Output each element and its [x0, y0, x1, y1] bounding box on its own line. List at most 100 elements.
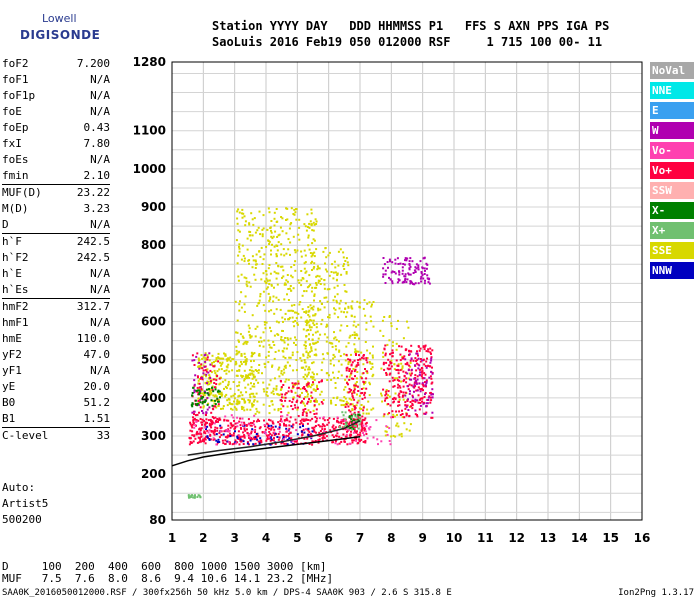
data-point [432, 393, 434, 396]
data-point [310, 347, 313, 350]
data-point [357, 363, 360, 366]
data-point [254, 442, 257, 445]
data-point [217, 389, 220, 392]
data-point [410, 384, 413, 387]
data-point [237, 400, 240, 403]
data-point [352, 439, 355, 442]
x-tick-label: 14 [571, 531, 588, 545]
data-point [283, 419, 286, 422]
data-point [193, 359, 196, 362]
data-point [414, 364, 416, 367]
data-point [284, 399, 287, 402]
data-point [342, 420, 345, 423]
data-point [191, 411, 194, 414]
data-point [388, 339, 391, 342]
data-point [217, 405, 220, 407]
data-point [350, 389, 353, 392]
data-point [416, 358, 419, 361]
data-point [274, 425, 277, 428]
data-point [251, 377, 254, 380]
data-point [411, 407, 414, 410]
data-point [357, 413, 360, 416]
data-point [277, 438, 280, 441]
data-point [193, 389, 196, 392]
data-point [391, 344, 394, 347]
data-point [333, 376, 336, 379]
data-point [282, 330, 284, 332]
data-point [426, 263, 429, 266]
data-point [309, 343, 312, 346]
data-point [407, 377, 410, 380]
data-point [264, 432, 267, 435]
data-point [405, 405, 408, 408]
data-point [204, 360, 207, 363]
data-point [306, 390, 309, 393]
data-point [350, 370, 353, 373]
data-point [417, 401, 420, 404]
data-point [268, 436, 271, 439]
data-point [251, 438, 254, 441]
param-row: h`F 242.5 [2, 233, 110, 250]
data-point [217, 420, 219, 423]
data-point [244, 356, 247, 359]
data-point [340, 404, 343, 407]
data-point [382, 351, 384, 354]
data-point [244, 224, 247, 227]
data-point [392, 351, 394, 354]
data-point [310, 307, 313, 310]
data-point [208, 429, 211, 432]
data-point [408, 267, 411, 270]
data-point [199, 439, 202, 442]
data-point [356, 371, 359, 373]
data-point [420, 371, 423, 374]
data-point [427, 350, 430, 353]
data-point [202, 369, 205, 372]
data-point [428, 282, 431, 285]
data-point [412, 272, 415, 274]
data-point [298, 303, 301, 306]
data-point [361, 415, 364, 418]
data-point [363, 429, 366, 432]
data-point [323, 283, 326, 286]
data-point [375, 419, 378, 422]
param-name: foE [2, 105, 22, 118]
data-point [205, 411, 208, 414]
data-point [422, 389, 424, 392]
data-point [410, 344, 413, 347]
data-point [386, 433, 389, 436]
data-point [332, 436, 335, 438]
data-point [218, 392, 221, 395]
data-point [260, 246, 263, 249]
data-point [431, 372, 434, 375]
data-point [398, 273, 401, 276]
data-point [300, 255, 303, 258]
data-point [223, 419, 226, 422]
param-row: foF1p N/A [2, 88, 110, 104]
param-row: h`E N/A [2, 266, 110, 282]
data-point [398, 279, 401, 282]
data-point [431, 381, 434, 384]
data-point [325, 431, 328, 433]
data-point [267, 339, 270, 342]
data-point [429, 375, 432, 378]
data-point [345, 290, 348, 293]
data-point [287, 288, 290, 290]
data-point [321, 353, 324, 356]
data-point [358, 306, 361, 309]
data-point [255, 263, 257, 266]
data-point [270, 330, 273, 333]
data-point [357, 417, 360, 420]
param-value: N/A [90, 267, 110, 280]
data-point [424, 384, 427, 387]
data-point [226, 436, 229, 439]
data-point [256, 325, 259, 328]
data-point [360, 425, 363, 428]
data-point [215, 421, 218, 423]
data-point [249, 231, 252, 233]
data-point [307, 236, 310, 239]
data-point [278, 394, 281, 397]
data-point [231, 403, 234, 406]
data-point [236, 331, 239, 334]
data-point [390, 365, 393, 368]
data-point [253, 414, 256, 417]
